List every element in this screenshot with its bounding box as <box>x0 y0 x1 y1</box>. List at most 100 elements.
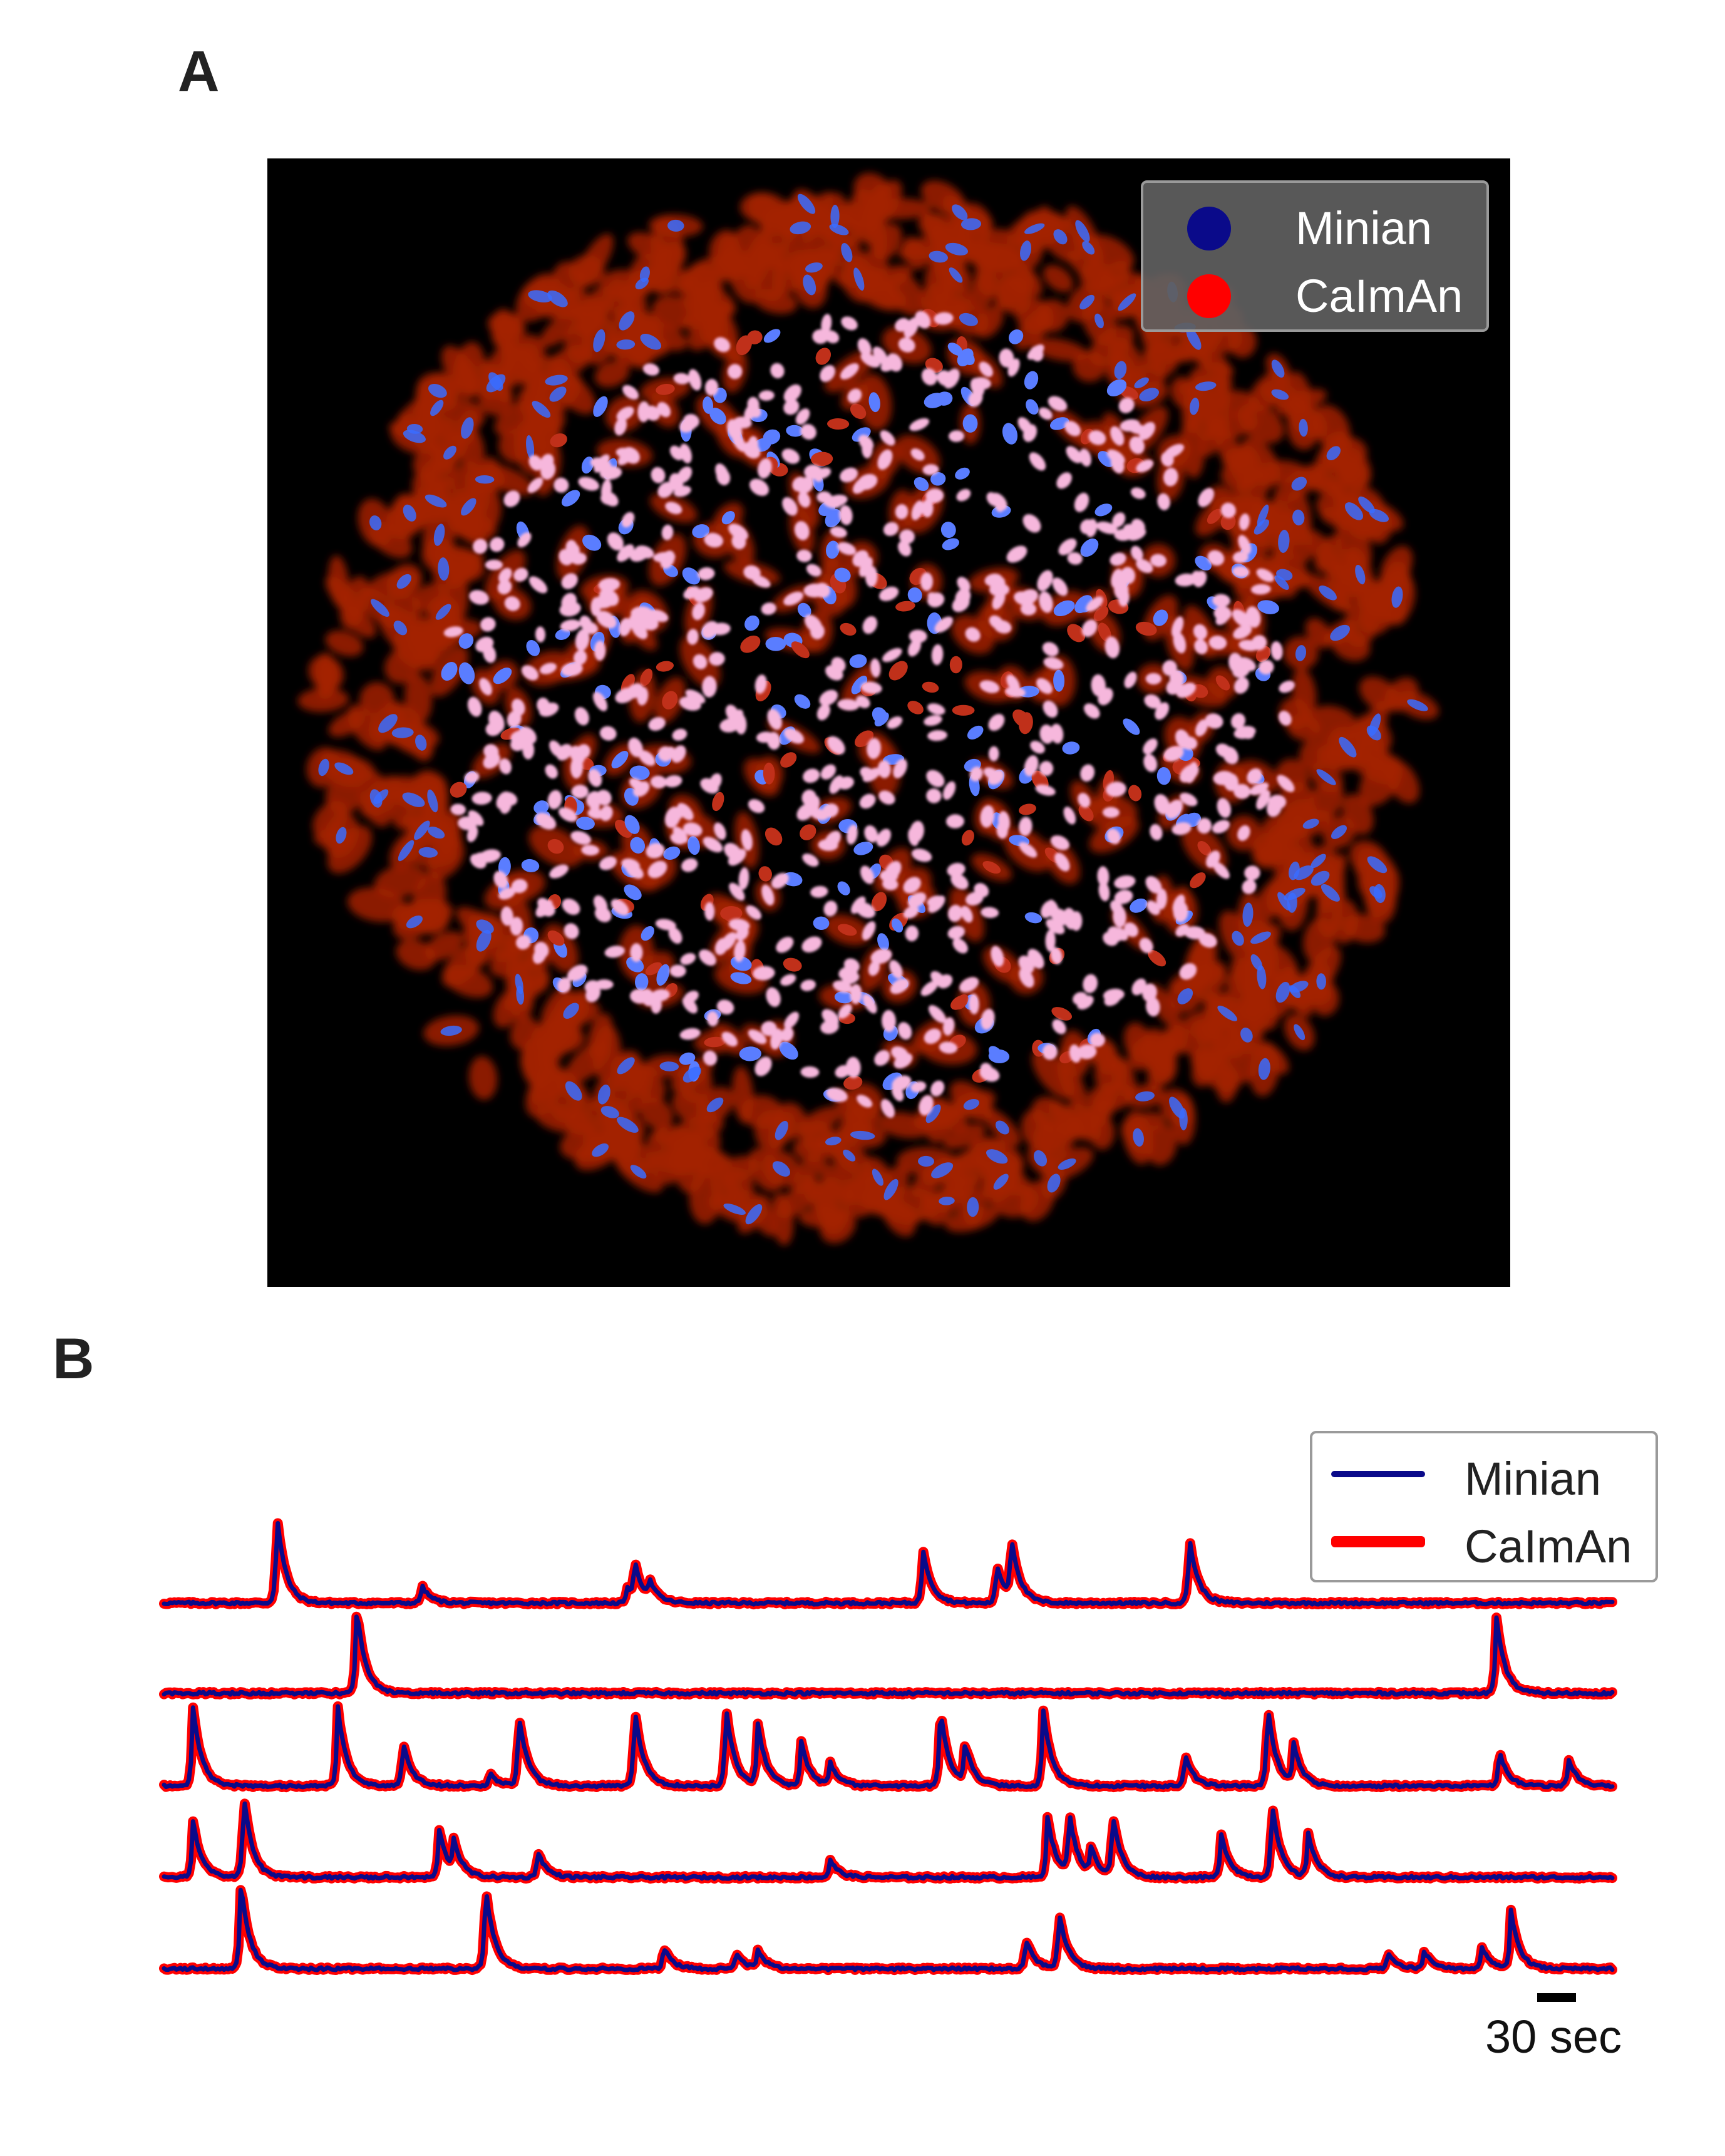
overlap-cell <box>911 848 932 862</box>
overlap-cell <box>927 895 944 907</box>
overlap-cell <box>842 972 860 985</box>
overlap-cell <box>743 565 761 580</box>
legend-label-caiman: CaImAn <box>1295 270 1463 322</box>
overlap-cell <box>1022 514 1041 533</box>
overlap-cell <box>635 545 654 559</box>
minian-cell <box>967 1197 979 1217</box>
minian-cell <box>1186 327 1202 350</box>
overlap-cell <box>880 1099 895 1118</box>
minian-cell <box>641 926 654 941</box>
overlap-cell <box>629 778 645 792</box>
minian-cell <box>995 1120 1009 1135</box>
minian-cell <box>461 498 476 516</box>
caiman-cell <box>568 255 605 287</box>
overlap-cell <box>579 616 592 631</box>
caiman-cell <box>1215 426 1245 475</box>
minian-cell <box>555 629 570 641</box>
minian-cell <box>611 751 629 769</box>
minian-cell <box>805 262 823 273</box>
minian-cell <box>1391 586 1403 608</box>
overlap-cell <box>557 977 571 993</box>
minian-cell <box>783 957 802 972</box>
overlap-cell <box>858 435 874 451</box>
overlap-cell <box>1019 817 1032 837</box>
overlap-cell <box>903 877 921 894</box>
overlap-cell <box>594 906 612 922</box>
minian-cell <box>786 425 804 437</box>
minian-cell <box>659 1061 679 1071</box>
minian-cell <box>1153 609 1168 626</box>
overlap-cell <box>571 785 589 799</box>
minian-cell <box>1195 381 1217 391</box>
overlap-cell <box>934 312 954 325</box>
caiman-cell <box>297 688 349 712</box>
minian-cell <box>1277 892 1291 911</box>
overlap-cell <box>780 974 796 986</box>
overlap-cell <box>855 902 876 919</box>
minian-cell <box>853 842 873 855</box>
minian-cell <box>1075 220 1090 242</box>
minian-cell <box>914 477 929 492</box>
minian-cell <box>815 348 831 365</box>
overlap-cell <box>876 828 891 847</box>
overlap-cell <box>1156 889 1167 910</box>
overlap-cell <box>499 758 512 775</box>
minian-cell <box>952 204 968 220</box>
minian-cell <box>1026 399 1039 415</box>
minian-cell <box>1128 785 1142 802</box>
overlap-cell <box>971 377 991 390</box>
overlap-cell <box>1114 579 1129 601</box>
minian-cell <box>663 846 681 860</box>
minian-cell <box>443 445 456 460</box>
minian-cell <box>1024 912 1043 924</box>
minian-cell <box>597 1085 610 1105</box>
minian-cell <box>662 691 678 709</box>
overlap-cell <box>1205 713 1223 729</box>
overlap-cell <box>859 557 873 577</box>
overlap-cell <box>699 949 716 966</box>
overlap-cell <box>980 805 995 828</box>
overlap-cell <box>1088 430 1106 445</box>
overlap-cell <box>1231 713 1245 729</box>
minian-cell <box>406 423 423 434</box>
minian-cell <box>834 991 853 1004</box>
overlap-cell <box>891 1046 909 1061</box>
panel-label-a: A <box>178 39 220 103</box>
minian-cell <box>1062 741 1080 755</box>
minian-cell <box>1291 477 1307 491</box>
minian-cell <box>779 1041 798 1060</box>
overlap-cell <box>798 492 811 508</box>
overlap-cell <box>564 923 579 939</box>
minian-cell <box>1302 818 1319 829</box>
overlap-cell <box>864 825 878 843</box>
minian-cell <box>954 994 969 1010</box>
minian-cell <box>1134 377 1149 388</box>
overlap-cell <box>513 567 528 582</box>
caiman-cell <box>455 356 480 398</box>
minian-cell <box>803 274 816 296</box>
minian-cell <box>391 727 414 738</box>
caiman-cell <box>687 287 734 317</box>
overlap-cell <box>1086 596 1103 612</box>
overlap-cell <box>1247 768 1262 785</box>
minian-cell <box>629 765 650 780</box>
caiman-cell <box>468 1056 498 1100</box>
overlap-cell <box>575 629 590 651</box>
overlap-cell <box>710 622 731 636</box>
overlap-cell <box>890 978 910 994</box>
minian-cell <box>1310 870 1330 886</box>
overlap-cell <box>915 311 931 329</box>
overlap-cell <box>749 478 770 496</box>
overlap-cell <box>559 807 577 822</box>
overlap-cell <box>930 1080 945 1096</box>
minian-cell <box>797 602 811 618</box>
minian-cell <box>656 661 674 672</box>
minian-cell <box>895 601 915 612</box>
overlap-cell <box>1077 1044 1097 1060</box>
overlap-cell <box>950 874 969 890</box>
overlap-cell <box>981 1008 995 1030</box>
overlap-cell <box>485 559 503 570</box>
caiman-cell <box>348 887 407 922</box>
caiman-cell <box>818 1162 855 1206</box>
minian-cell <box>1217 1005 1238 1021</box>
